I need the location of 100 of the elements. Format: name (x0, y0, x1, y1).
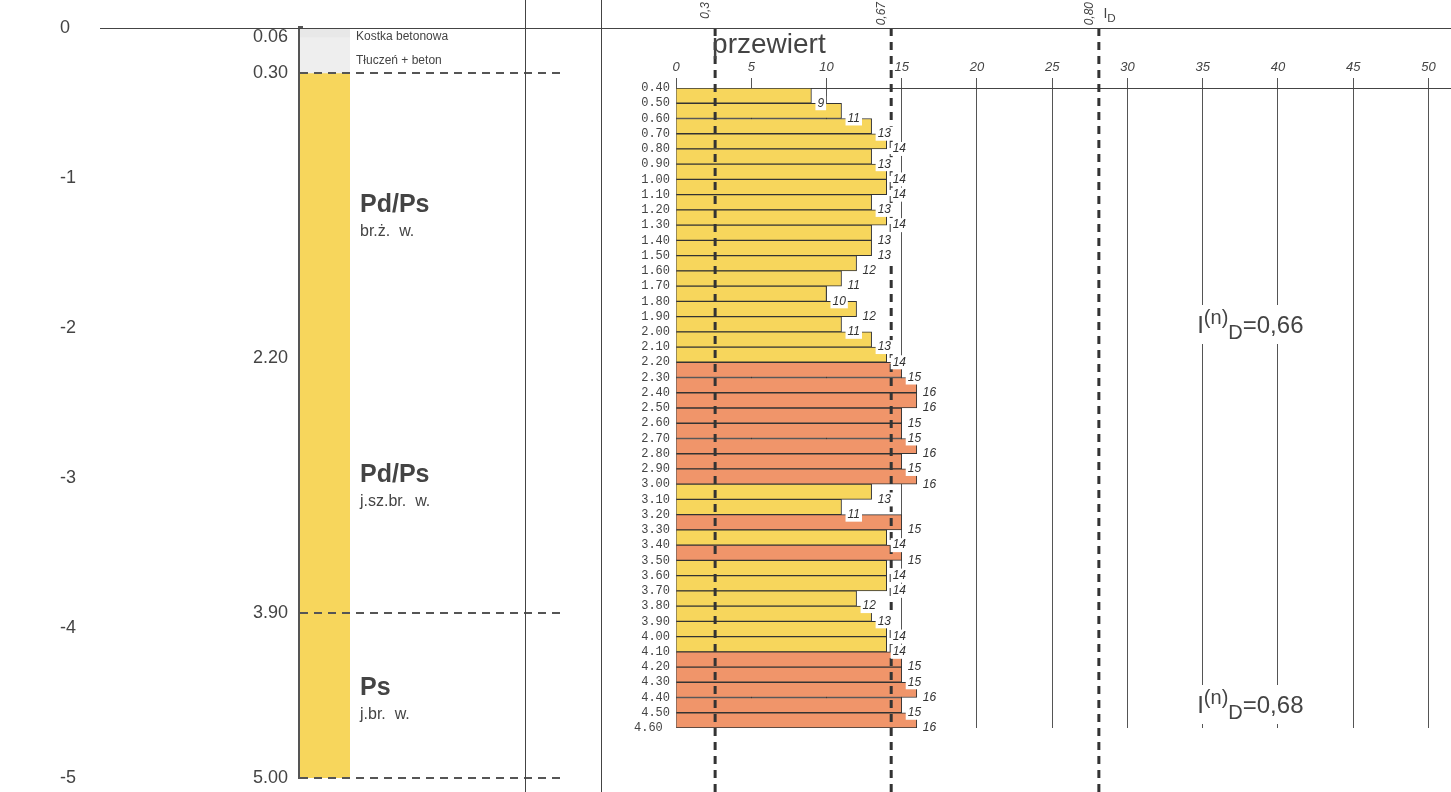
y-tick-label: 0 (60, 16, 71, 37)
y-tick-label: 1.50 (641, 248, 670, 263)
annotation: Kostka betonowa (356, 29, 449, 44)
y-tick-label: 4.20 (641, 660, 670, 675)
y-tick-label: -4 (60, 616, 77, 637)
annotation: 0.30 (252, 61, 288, 82)
text: I$_{D}$ (1103, 5, 1116, 24)
annotation: 2.20 (252, 346, 288, 367)
annotation: 3.90 (252, 601, 288, 622)
data-label: 16 (922, 400, 937, 415)
data-label: 10 (832, 293, 847, 308)
data-label: 12 (862, 263, 877, 278)
x-tick-label: 40 (1270, 58, 1286, 74)
data-label: 13 (877, 247, 892, 262)
y-tick-label: 0.50 (641, 96, 670, 111)
data-label: 15 (907, 705, 922, 720)
data-label: 15 (907, 674, 922, 689)
data-label: 14 (892, 141, 907, 156)
annotation: 0.06 (252, 25, 288, 46)
annotation: 5.00 (252, 766, 288, 787)
y-tick-label: 2.60 (641, 416, 670, 431)
data-label: 15 (907, 552, 922, 567)
data-label: 14 (892, 187, 907, 202)
data-label: 9 (817, 95, 825, 110)
y-tick-label: 1.30 (641, 218, 670, 233)
y-tick-label: 1.70 (641, 279, 670, 294)
data-label: 14 (892, 567, 907, 582)
annotation: I$^{(n)}$$_{D}$=0,66 (1195, 305, 1306, 344)
data-label: 13 (877, 126, 892, 141)
annotation: 4.60 (634, 721, 663, 735)
y-tick-label: 0.90 (641, 157, 670, 172)
data-label: 15 (907, 430, 922, 445)
y-tick-label: 0.70 (641, 126, 670, 141)
y-tick-label: 1.40 (641, 233, 670, 248)
y-tick-label: 4.40 (641, 690, 670, 705)
y-tick-label: 0.40 (641, 81, 670, 96)
data-label: 11 (847, 278, 860, 293)
y-tick-label: 3.20 (641, 507, 670, 522)
annotation: j.sz.br. w. (359, 492, 431, 510)
data-label: 14 (892, 354, 907, 369)
y-tick-label: 3.40 (641, 538, 670, 553)
y-tick-label: 2.40 (641, 385, 670, 400)
data-label: 15 (907, 369, 922, 384)
y-tick-label: 1.20 (641, 203, 670, 218)
data-label: 13 (877, 202, 892, 217)
y-tick-label: 4.00 (641, 629, 670, 644)
data-label: 11 (847, 324, 860, 339)
x-tick-label: 35 (1195, 58, 1211, 74)
data-label: 14 (892, 217, 907, 232)
data-label: 11 (847, 507, 860, 522)
y-tick-label: 3.90 (641, 614, 670, 629)
text: 0,80 (1081, 2, 1096, 26)
annotation: br.ż. w. (360, 222, 415, 240)
y-tick-label: 0.80 (641, 142, 670, 157)
annotation: przewiert (712, 28, 826, 59)
annotation: Tłuczeń + beton (356, 53, 442, 68)
text: 0,67 (874, 2, 889, 26)
data-label: 16 (922, 385, 937, 400)
data-label: 12 (862, 308, 877, 323)
x-tick-label: 10 (819, 58, 835, 74)
data-label: 13 (877, 156, 892, 171)
data-label: 13 (877, 491, 892, 506)
annotation: j.br. w. (359, 705, 410, 723)
y-tick-label: 2.50 (641, 401, 670, 416)
data-label: 14 (892, 583, 907, 598)
y-tick-label: 1.60 (641, 264, 670, 279)
x-tick-label: 0 (672, 58, 681, 74)
x-tick-label: 20 (968, 58, 985, 74)
data-label: 13 (877, 232, 892, 247)
y-tick-label: 4.10 (641, 644, 670, 659)
data-label: 11 (847, 110, 860, 125)
y-tick-label: 3.30 (641, 523, 670, 538)
annotation: I$^{(n)}$$_{D}$=0,68 (1195, 685, 1306, 724)
data-label: 12 (862, 598, 877, 613)
y-tick-label: 3.10 (641, 492, 670, 507)
x-tick-label: 30 (1120, 58, 1136, 74)
annotation: Ps (360, 671, 391, 700)
y-tick-label: 4.50 (641, 705, 670, 720)
y-tick-label: 4.30 (641, 675, 670, 690)
y-tick-label: 2.10 (641, 340, 670, 355)
data-label: 14 (892, 644, 907, 659)
y-tick-label: -3 (60, 466, 77, 487)
y-tick-label: 2.30 (641, 370, 670, 385)
y-tick-label: 0.60 (641, 111, 670, 126)
y-tick-label: 2.00 (641, 324, 670, 339)
y-tick-label: -2 (60, 316, 77, 337)
y-tick-label: 2.80 (641, 446, 670, 461)
text: 0,3 (698, 2, 713, 19)
y-tick-label: 1.90 (641, 309, 670, 324)
y-tick-label: 3.60 (641, 568, 670, 583)
x-tick-label: 25 (1043, 58, 1061, 74)
y-tick-label: 2.70 (641, 431, 670, 446)
data-label: 15 (907, 461, 922, 476)
x-tick-label: 45 (1345, 58, 1362, 74)
y-tick-label: 2.20 (641, 355, 670, 370)
data-label: 15 (907, 522, 922, 537)
data-label: 14 (892, 537, 907, 552)
annotation: Pd/Ps (360, 458, 430, 487)
data-label: 13 (877, 339, 892, 354)
y-tick-label: 3.50 (641, 553, 670, 568)
